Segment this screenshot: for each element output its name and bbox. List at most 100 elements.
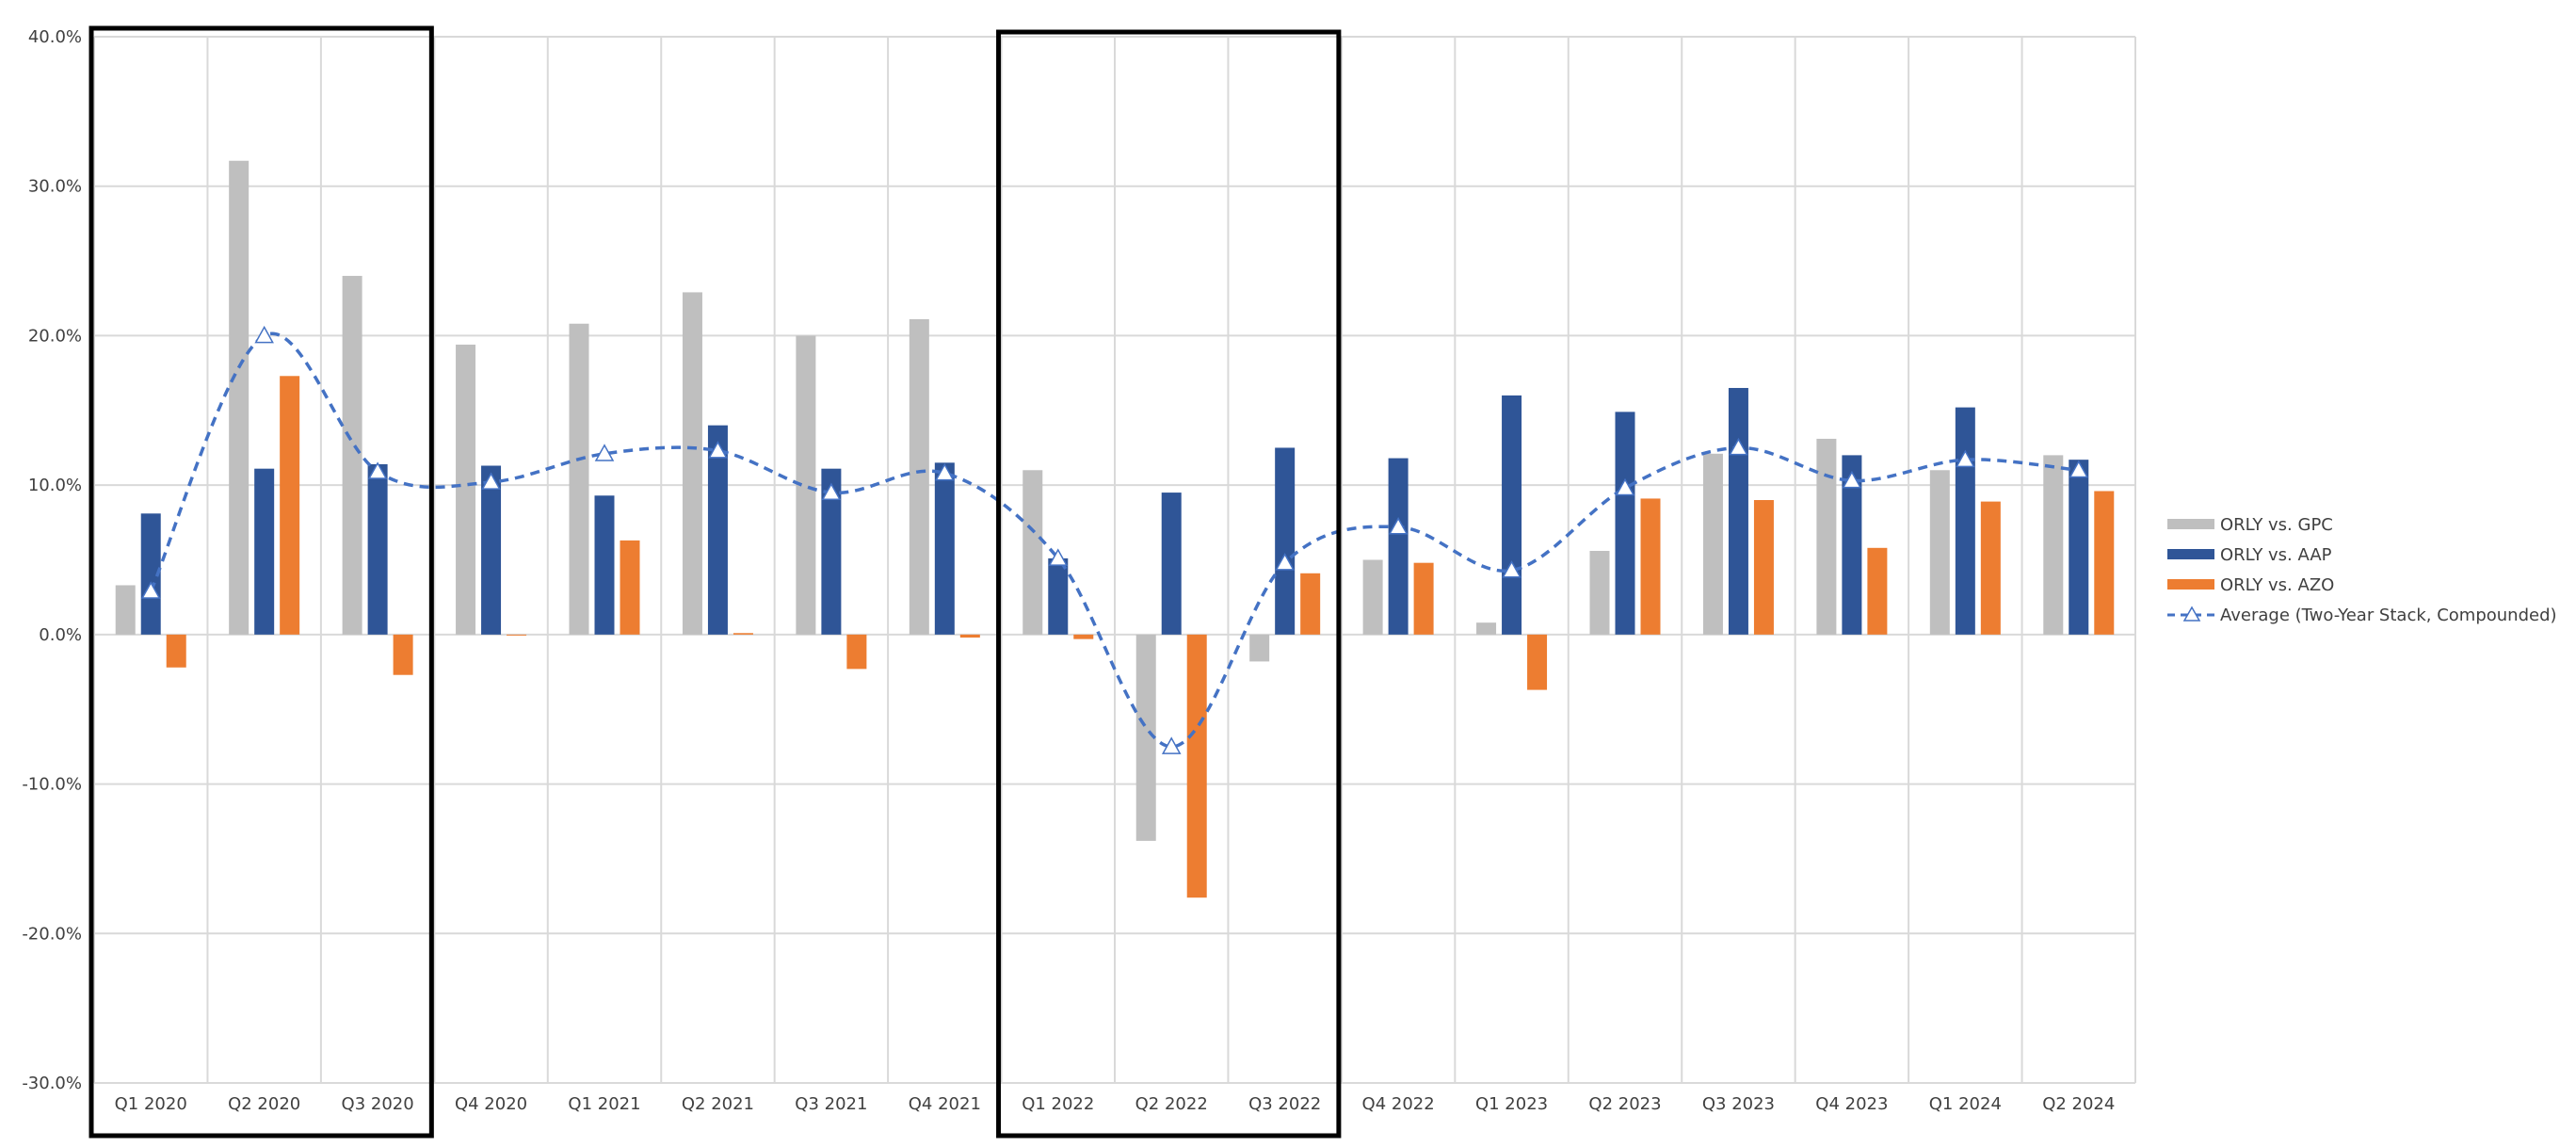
average-line-marker — [1388, 517, 1409, 535]
x-tick-label: Q2 2020 — [228, 1094, 300, 1114]
bar-orly-vs-azo — [1073, 634, 1094, 639]
highlight-box — [89, 25, 434, 1139]
bar-orly-vs-gpc — [1816, 438, 1837, 635]
legend-label: Average (Two-Year Stack, Compounded) — [2220, 606, 2557, 625]
bar-orly-vs-gpc — [1249, 634, 1270, 662]
y-tick-label: 40.0% — [28, 27, 82, 47]
bar-orly-vs-gpc — [1022, 470, 1043, 635]
x-tick-label: Q1 2020 — [115, 1094, 187, 1114]
bar-orly-vs-aap — [254, 468, 275, 635]
average-line-marker — [821, 482, 842, 501]
x-tick-label: Q3 2022 — [1248, 1094, 1321, 1114]
bar-orly-vs-aap — [821, 468, 842, 635]
y-axis-tick-labels: 40.0% 30.0% 20.0% 10.0% 0.0% -10.0% -20.0% -30.… — [22, 27, 82, 1093]
bar-orly-vs-azo — [620, 540, 640, 635]
x-tick-label: Q1 2024 — [1929, 1094, 2002, 1114]
average-line-marker — [935, 462, 955, 481]
y-tick-label: -30.0% — [22, 1074, 82, 1093]
bar-orly-vs-aap — [707, 425, 728, 635]
bar-orly-vs-azo — [733, 633, 753, 635]
bar-orly-vs-aap — [2069, 460, 2089, 635]
bar-orly-vs-gpc — [1929, 470, 1950, 635]
average-line-marker — [708, 441, 728, 459]
bar-orly-vs-aap — [1955, 407, 1975, 635]
average-line-marker — [1842, 470, 1862, 489]
bar-orly-vs-aap — [1728, 387, 1748, 635]
bar-orly-vs-gpc — [115, 585, 136, 635]
bar-orly-vs-aap — [140, 513, 161, 635]
bar-orly-vs-gpc — [1135, 634, 1156, 841]
average-line-marker — [1048, 548, 1069, 566]
average-line-marker — [140, 581, 161, 599]
bar-orly-vs-aap — [1615, 412, 1635, 635]
bar-orly-vs-gpc — [1476, 622, 1497, 635]
bar-orly-vs-azo — [1980, 501, 2001, 635]
bar-orly-vs-aap — [1502, 395, 1522, 635]
y-tick-label: 10.0% — [28, 476, 82, 495]
bar-orly-vs-aap — [481, 465, 502, 635]
bar-orly-vs-gpc — [909, 318, 929, 635]
legend: ORLY vs. GPC ORLY vs. AAP ORLY vs. AZO Aver… — [2167, 515, 2557, 625]
bar-orly-vs-azo — [1753, 500, 1774, 635]
bar-orly-vs-azo — [959, 634, 980, 638]
bar-orly-vs-gpc — [1589, 550, 1610, 635]
highlight-boxes — [89, 25, 1342, 1139]
x-tick-label: Q1 2023 — [1475, 1094, 1548, 1114]
bar-orly-vs-azo — [1186, 634, 1207, 898]
x-tick-label: Q4 2020 — [455, 1094, 527, 1114]
bar-orly-vs-azo — [1300, 573, 1321, 635]
legend-swatch — [2167, 519, 2214, 529]
bar-orly-vs-azo — [280, 376, 300, 635]
x-tick-label: Q3 2020 — [342, 1094, 414, 1114]
y-tick-label: -20.0% — [22, 924, 82, 944]
x-tick-label: Q3 2023 — [1702, 1094, 1775, 1114]
bar-orly-vs-gpc — [796, 335, 816, 635]
x-tick-label: Q2 2023 — [1588, 1094, 1661, 1114]
bar-orly-vs-gpc — [682, 292, 702, 635]
x-axis-tick-labels: Q1 2020 Q2 2020 Q3 2020 Q4 2020 Q1 2021 Q2 20… — [115, 1094, 2116, 1114]
gridlines — [93, 36, 2136, 1084]
bar-orly-vs-aap — [1161, 493, 1182, 635]
y-tick-label: -10.0% — [22, 775, 82, 795]
bar-orly-vs-gpc — [1702, 453, 1723, 635]
average-line — [140, 325, 2089, 754]
bar-orly-vs-azo — [166, 634, 186, 668]
bar-orly-vs-gpc — [342, 275, 362, 635]
average-line-marker — [254, 325, 274, 344]
bar-orly-vs-aap — [934, 462, 955, 635]
bar-orly-vs-aap — [1048, 557, 1069, 635]
average-line-marker — [481, 472, 501, 490]
x-tick-label: Q3 2021 — [795, 1094, 867, 1114]
bar-orly-vs-gpc — [1362, 559, 1383, 635]
x-tick-label: Q4 2022 — [1362, 1094, 1435, 1114]
bar-orly-vs-aap — [1842, 455, 1862, 635]
legend-swatch — [2167, 549, 2214, 559]
x-tick-label: Q2 2022 — [1135, 1094, 1208, 1114]
bar-orly-vs-azo — [507, 634, 527, 636]
x-tick-label: Q4 2021 — [909, 1094, 981, 1114]
legend-label: ORLY vs. AZO — [2220, 575, 2334, 595]
highlight-box — [996, 29, 1342, 1139]
y-tick-label: 30.0% — [28, 177, 82, 197]
average-line-marker — [1275, 553, 1295, 571]
average-line-marker — [1502, 560, 1521, 578]
legend-marker — [2182, 606, 2201, 622]
bar-orly-vs-azo — [1413, 562, 1434, 635]
bar-orly-vs-aap — [1388, 458, 1409, 635]
average-line-marker — [594, 444, 615, 461]
x-tick-label: Q4 2023 — [1815, 1094, 1888, 1114]
legend-label: ORLY vs. GPC — [2220, 515, 2333, 535]
bar-orly-vs-aap — [1275, 447, 1296, 635]
legend-label: ORLY vs. AAP — [2220, 545, 2332, 565]
bar-orly-vs-azo — [2094, 491, 2115, 635]
bar-orly-vs-aap — [367, 463, 388, 635]
bar-orly-vs-aap — [594, 495, 615, 635]
bar-orly-vs-azo — [1640, 498, 1661, 635]
y-tick-label: 0.0% — [39, 625, 82, 645]
average-line-marker — [367, 461, 388, 479]
bar-orly-vs-azo — [1527, 634, 1548, 690]
bar-orly-vs-gpc — [569, 323, 589, 635]
bar-orly-vs-gpc — [2043, 455, 2064, 635]
average-line-marker — [1729, 437, 1748, 456]
